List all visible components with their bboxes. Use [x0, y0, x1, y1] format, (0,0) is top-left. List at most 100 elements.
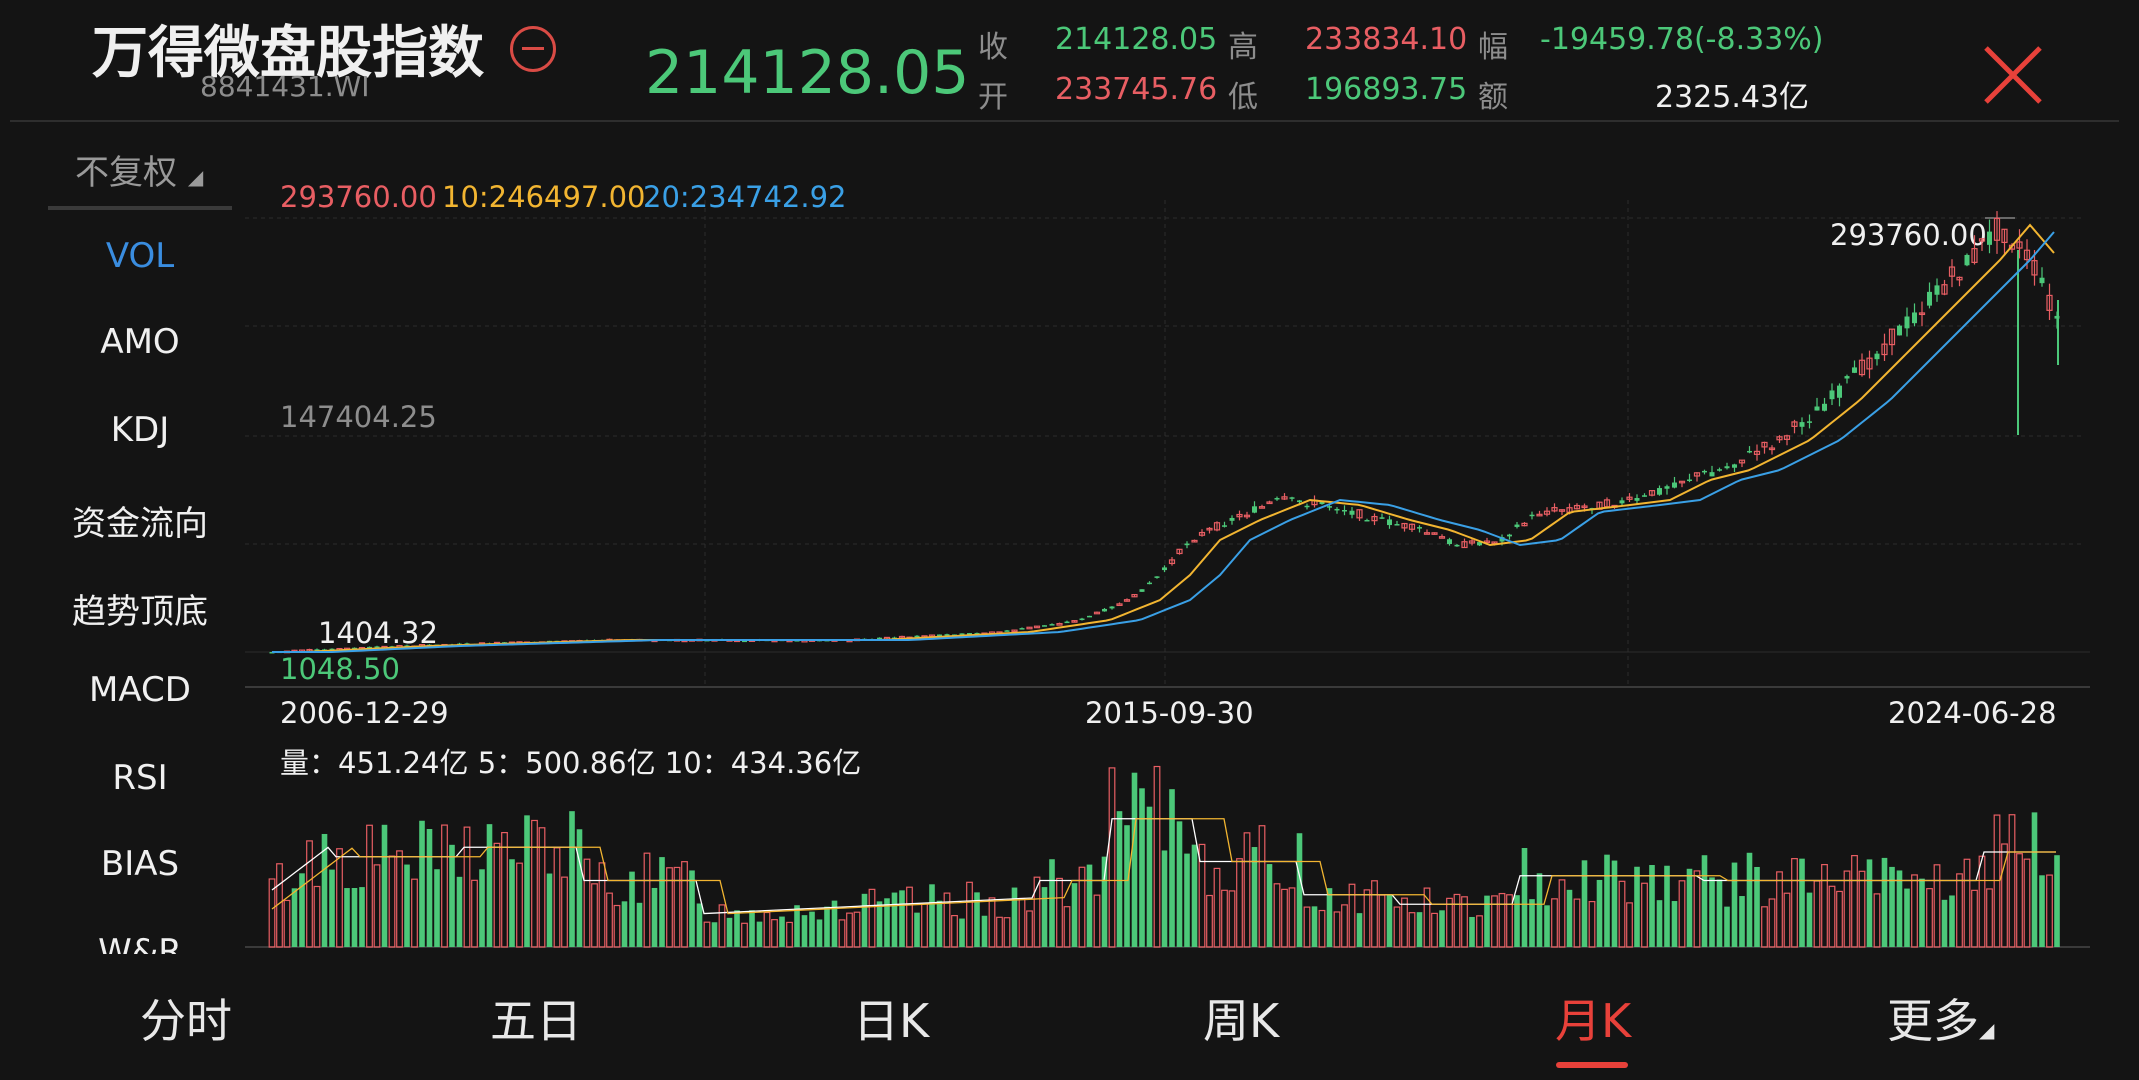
- candle-body: [1918, 312, 1926, 316]
- early-high-label: 1404.32: [318, 616, 438, 650]
- candle-body: [1071, 620, 1078, 623]
- volume-bar: [463, 826, 471, 948]
- candle-body: [1799, 422, 1805, 427]
- candle-body: [2031, 260, 2038, 276]
- volume-bar: [1124, 825, 1130, 947]
- volume-bar: [509, 859, 515, 947]
- indicator-amo[interactable]: AMO: [100, 322, 180, 362]
- volume-bar: [1566, 889, 1573, 947]
- volume-bar: [838, 919, 846, 948]
- volume-bar: [366, 824, 373, 948]
- volume-bar: [1858, 870, 1866, 948]
- indicator-kdj[interactable]: KDJ: [110, 410, 170, 450]
- mid-price-label: 147404.25: [280, 400, 437, 434]
- volume-bar: [1318, 909, 1326, 948]
- volume-bar: [1461, 896, 1468, 948]
- volume-bar: [1439, 910, 1445, 947]
- candle-body: [1229, 517, 1235, 521]
- volume-bar: [734, 910, 740, 947]
- indicator-vol[interactable]: VOL: [105, 236, 175, 276]
- volume-bar: [1926, 888, 1933, 948]
- volume-bar: [718, 904, 726, 948]
- indicator-macd[interactable]: MACD: [89, 670, 191, 710]
- change-value: -19459.78(-8.33%): [1540, 22, 1824, 57]
- candle-body: [1672, 482, 1677, 488]
- candle-body: [1888, 328, 1896, 346]
- indicator-bias[interactable]: BIAS: [100, 844, 180, 884]
- minus-icon: [522, 47, 544, 50]
- volume-bar: [373, 864, 381, 948]
- early-low-label: 1048.50: [280, 652, 400, 686]
- volume-bar: [1963, 858, 1971, 948]
- close-button[interactable]: [1980, 42, 2046, 108]
- volume-bar: [996, 916, 1003, 948]
- low-label: 低: [1228, 80, 1258, 115]
- volume-bar: [1184, 853, 1190, 947]
- volume-bar: [591, 883, 598, 948]
- candle-body: [1379, 517, 1385, 519]
- candle-body: [1447, 539, 1452, 545]
- volume-bar: [1514, 895, 1520, 947]
- tab-more[interactable]: 更多◢: [1887, 985, 1994, 1051]
- volume-bar: [1469, 916, 1475, 947]
- tab-five-day[interactable]: 五日: [490, 994, 582, 1048]
- volume-bar: [1536, 873, 1543, 947]
- volume-bar: [1911, 874, 1918, 948]
- indicator-fund-flow[interactable]: 资金流向: [72, 504, 208, 544]
- volume-bar: [1303, 906, 1311, 948]
- volume-bar: [2054, 855, 2060, 947]
- indicator-trend[interactable]: 趋势顶底: [72, 592, 208, 632]
- dropdown-triangle-icon: ◢: [187, 165, 204, 189]
- volume-bar: [876, 901, 883, 947]
- volume-bar: [456, 876, 463, 947]
- candle-body: [1191, 539, 1198, 543]
- candle-body: [1687, 479, 1692, 482]
- candle-body: [1401, 522, 1408, 529]
- indicator-rsi[interactable]: RSI: [112, 758, 168, 798]
- tab-daily-k[interactable]: 日K: [853, 994, 930, 1048]
- candle-body: [1252, 506, 1257, 513]
- candle-body: [1116, 603, 1123, 607]
- volume-bar: [651, 887, 658, 947]
- volume-bar: [1281, 888, 1288, 948]
- candle-body: [367, 646, 372, 649]
- volume-bar: [1573, 898, 1581, 948]
- volume-bar: [1889, 866, 1895, 947]
- date-start: 2006-12-29: [280, 696, 449, 730]
- volume-bar: [613, 904, 621, 948]
- volume-bar: [1348, 883, 1356, 948]
- volume-bar: [1656, 900, 1663, 947]
- tab-monthly-k[interactable]: 月K: [1555, 994, 1632, 1048]
- candle-body: [1109, 606, 1115, 609]
- indicator-wr[interactable]: W&R: [98, 932, 182, 954]
- volume-bar: [434, 869, 440, 947]
- candle-body: [1844, 376, 1850, 379]
- moving-average-lines: [272, 223, 2055, 653]
- volume-bar: [1341, 904, 1348, 948]
- volume-bar: [1904, 888, 1910, 947]
- candle-body: [1011, 629, 1018, 633]
- candle-body: [1724, 466, 1730, 469]
- volume-bar: [1266, 864, 1273, 947]
- tab-intraday[interactable]: 分时: [140, 994, 232, 1048]
- tab-weekly-k[interactable]: 周K: [1203, 994, 1280, 1048]
- adjust-dropdown[interactable]: 不复权 ◢: [75, 145, 203, 194]
- volume-bar: [824, 906, 830, 947]
- candle-body: [1222, 525, 1227, 527]
- volume-bar: [741, 922, 748, 948]
- volume-bar: [359, 887, 365, 947]
- candle-body: [2001, 228, 2008, 244]
- volume-bar: [1664, 865, 1670, 947]
- candle-body: [937, 634, 942, 636]
- volume-bar: [749, 910, 755, 947]
- candle-body: [1131, 594, 1138, 598]
- volume-bar: [2031, 812, 2038, 947]
- remove-favorite-button[interactable]: [510, 26, 556, 72]
- volume-bar: [1506, 894, 1513, 948]
- current-price: 214128.05: [645, 38, 970, 108]
- candle-body: [1619, 500, 1625, 504]
- volume-bar: [1828, 885, 1836, 948]
- volume-bar: [1956, 873, 1963, 948]
- candle-body: [1042, 625, 1047, 627]
